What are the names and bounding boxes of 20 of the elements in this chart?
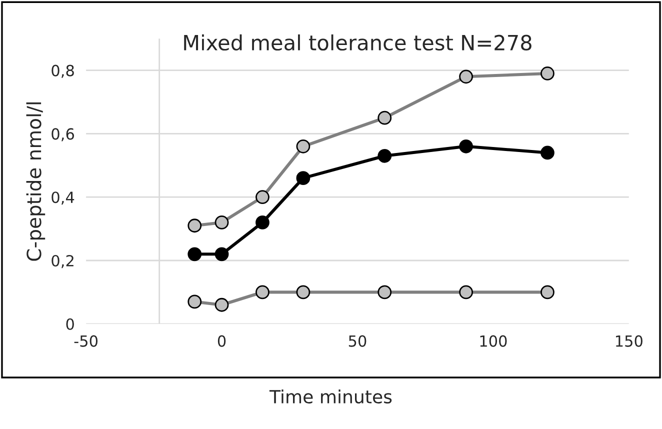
x-axis-title: Time minutes <box>269 390 392 404</box>
x-tick-label: 150 <box>616 335 642 347</box>
chart-title: Mixed meal tolerance test N=278 <box>184 34 532 51</box>
y-axis-title: C-peptide nmol/l <box>26 102 46 261</box>
x-tick-label: -50 <box>74 335 98 347</box>
y-tick-label: 0,2 <box>52 254 74 268</box>
x-tick-label: 50 <box>348 335 366 347</box>
point <box>459 139 473 154</box>
y-tick-label: 0,4 <box>52 192 74 205</box>
point <box>296 171 310 186</box>
point <box>540 146 554 160</box>
point <box>256 216 270 230</box>
x-tick-label: 0 <box>218 335 226 347</box>
point <box>214 247 229 262</box>
y-tick-label: 0,6 <box>52 128 74 142</box>
x-tick-label: 100 <box>480 335 507 347</box>
point <box>378 148 392 163</box>
y-tick-label: 0,8 <box>52 64 74 78</box>
point <box>188 247 202 262</box>
y-tick-label: 0 <box>66 318 74 330</box>
